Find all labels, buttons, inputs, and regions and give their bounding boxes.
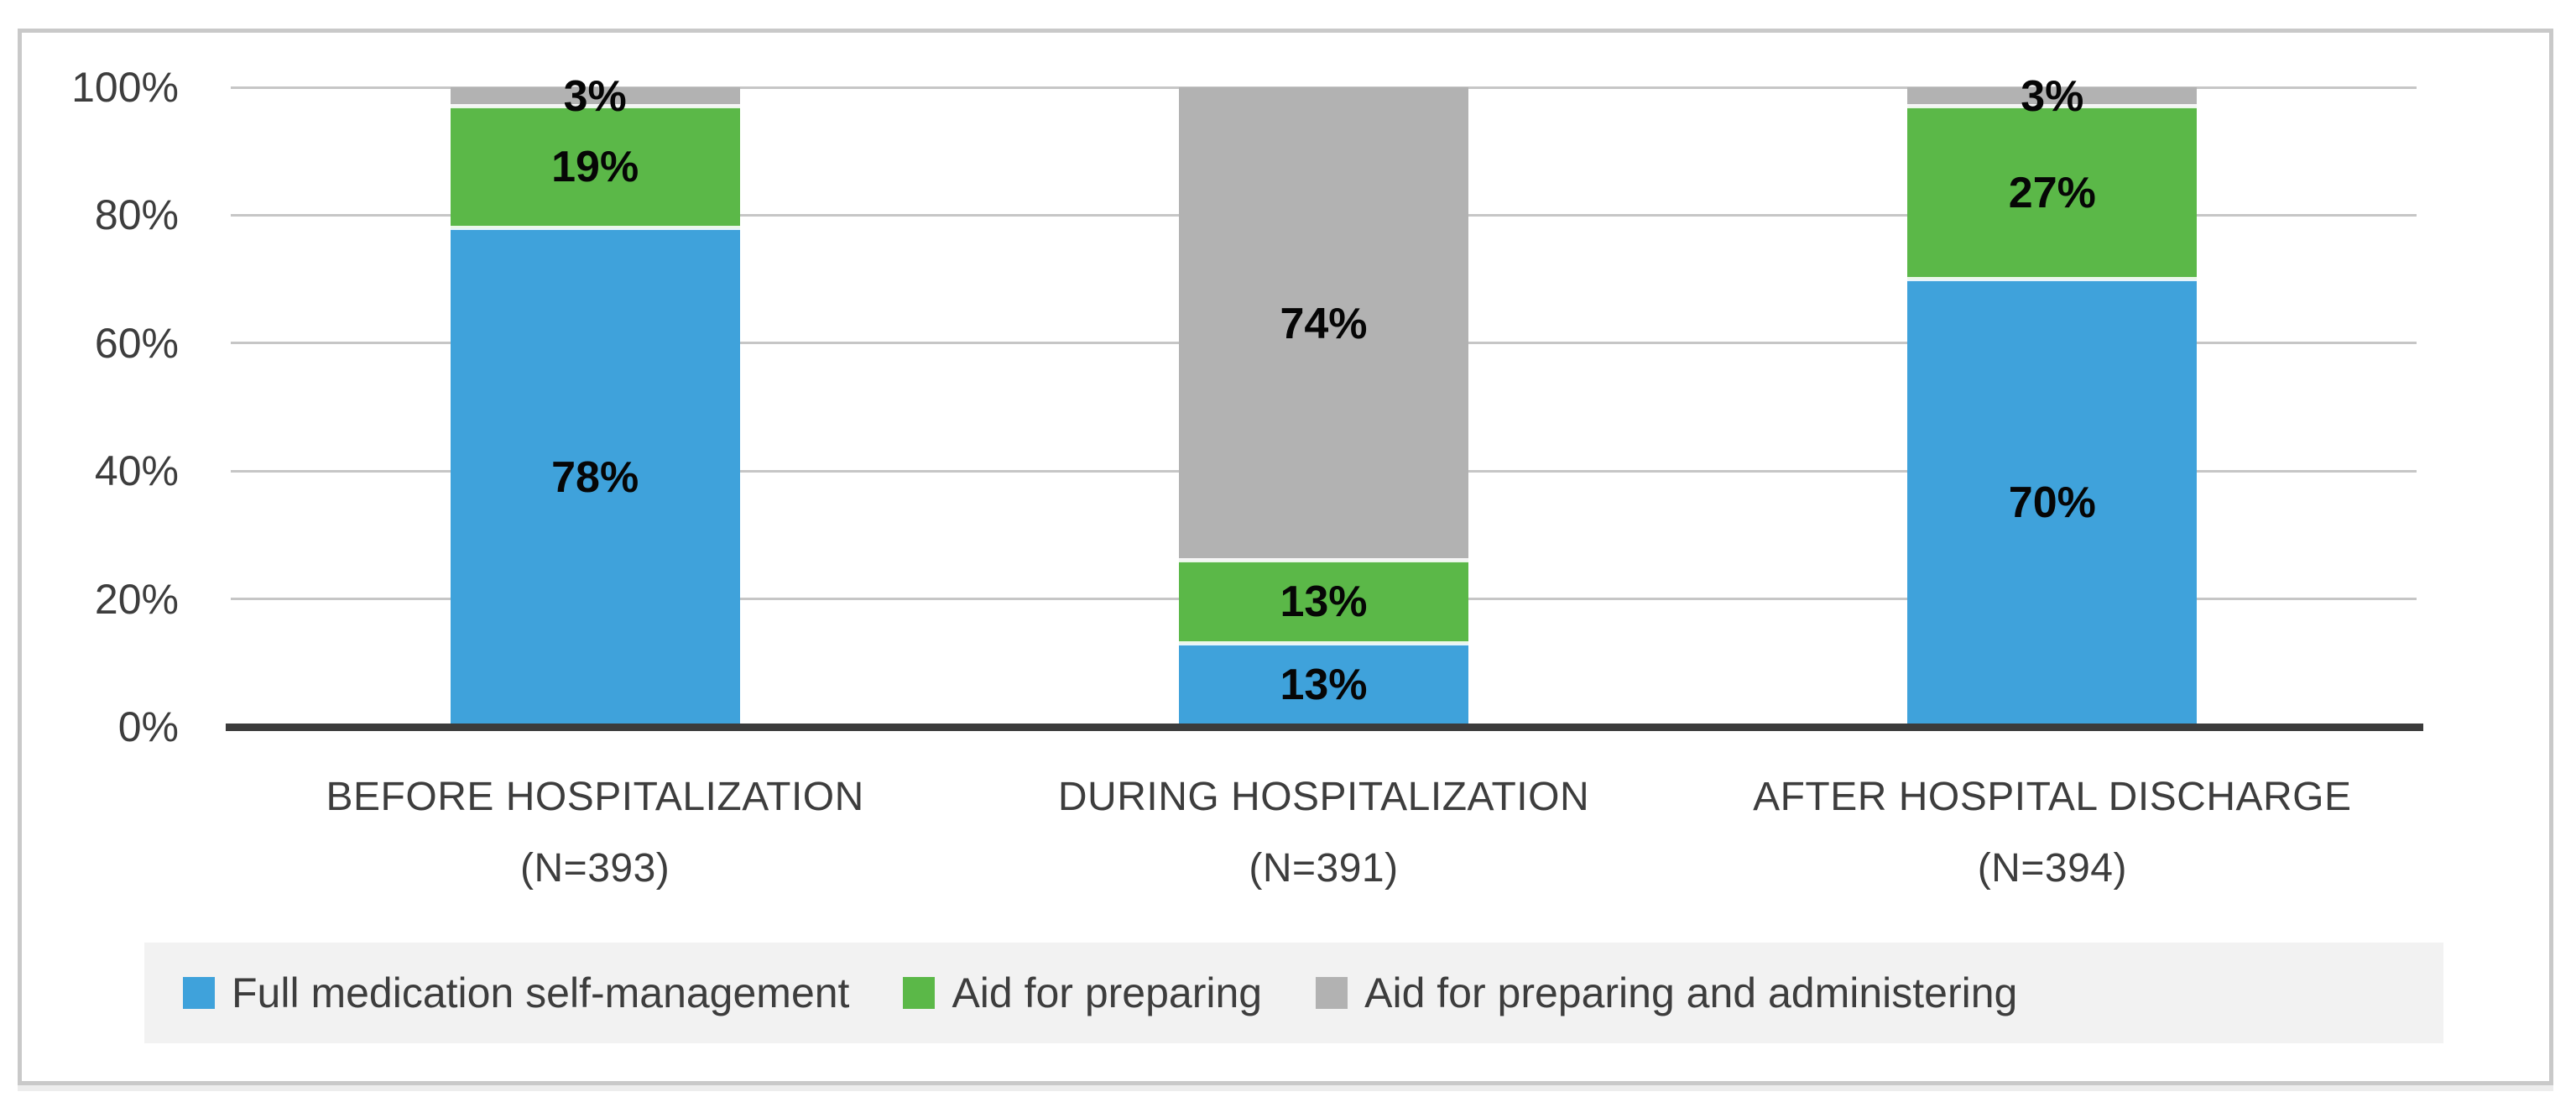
legend-swatch-icon [1316, 977, 1348, 1009]
gridline [231, 86, 2417, 89]
segment-separator [1907, 277, 2198, 282]
segment-separator [1179, 558, 1468, 563]
plot-area: 78% 19% 3% 13% 13% 74% 70% 27% 3% [226, 72, 2423, 731]
bar-segment [1179, 87, 1468, 561]
category-n: (N=394) [1977, 846, 2127, 891]
legend-label: Aid for preparing and administering [1364, 969, 2018, 1016]
category-n: (N=393) [520, 846, 670, 891]
bar-before-hospitalization: 78% 19% 3% [450, 72, 740, 727]
y-axis-tick-label: 20% [94, 575, 179, 623]
category-label: BEFORE HOSPITALIZATION (N=393) [231, 774, 959, 891]
legend-item: Aid for preparing [903, 969, 1262, 1017]
y-axis-tick-label: 100% [71, 64, 179, 111]
data-label: 74% [1280, 299, 1368, 348]
bar-during-hospitalization: 13% 13% 74% [1179, 87, 1468, 727]
category-label: DURING HOSPITALIZATION (N=391) [959, 774, 1687, 891]
category-n: (N=391) [1249, 846, 1399, 891]
data-label: 70% [2008, 478, 2096, 528]
bar-segment [450, 227, 740, 727]
data-label: 13% [1280, 661, 1368, 710]
bar-segment [1179, 560, 1468, 644]
data-label: 27% [2008, 168, 2096, 217]
bar-segment [1179, 643, 1468, 727]
segment-separator [1179, 641, 1468, 646]
bar-segment [1907, 106, 2198, 280]
data-label: 13% [1280, 577, 1368, 627]
bar-after-hospital-discharge: 70% 27% 3% [1907, 72, 2198, 727]
y-axis-tick-label: 0% [117, 703, 179, 750]
y-axis-tick-label: 60% [94, 319, 179, 367]
data-label: 78% [551, 452, 639, 502]
category-name: AFTER HOSPITAL DISCHARGE [1753, 775, 2352, 819]
x-axis-baseline [226, 724, 2423, 731]
category-name: DURING HOSPITALIZATION [1057, 775, 1590, 819]
y-axis-labels: 0% 20% 40% 60% 80% 100% [34, 65, 179, 749]
legend: Full medication self-management Aid for p… [144, 943, 2443, 1043]
legend-label: Full medication self-management [232, 969, 850, 1016]
data-label: 3% [2021, 72, 2084, 122]
legend-swatch-icon [903, 977, 936, 1009]
data-label: 3% [563, 72, 627, 122]
y-axis-tick-label: 80% [94, 191, 179, 239]
bar-segment [1907, 279, 2198, 727]
segment-separator [450, 226, 740, 231]
category-label: AFTER HOSPITAL DISCHARGE (N=394) [1688, 774, 2417, 891]
segment-separator [450, 104, 740, 109]
legend-item: Full medication self-management [183, 969, 849, 1017]
category-name: BEFORE HOSPITALIZATION [326, 775, 864, 819]
bar-segment [450, 87, 740, 107]
x-axis-labels: BEFORE HOSPITALIZATION (N=393) DURING HOSP… [231, 774, 2417, 933]
data-label: 19% [551, 143, 639, 192]
bar-segment [1907, 87, 2198, 107]
segment-separator [1907, 104, 2198, 109]
bar-segment [450, 106, 740, 228]
y-axis-tick-label: 40% [94, 447, 179, 495]
legend-swatch-icon [183, 977, 215, 1009]
legend-item: Aid for preparing and administering [1316, 969, 2017, 1017]
legend-label: Aid for preparing [952, 969, 1263, 1016]
